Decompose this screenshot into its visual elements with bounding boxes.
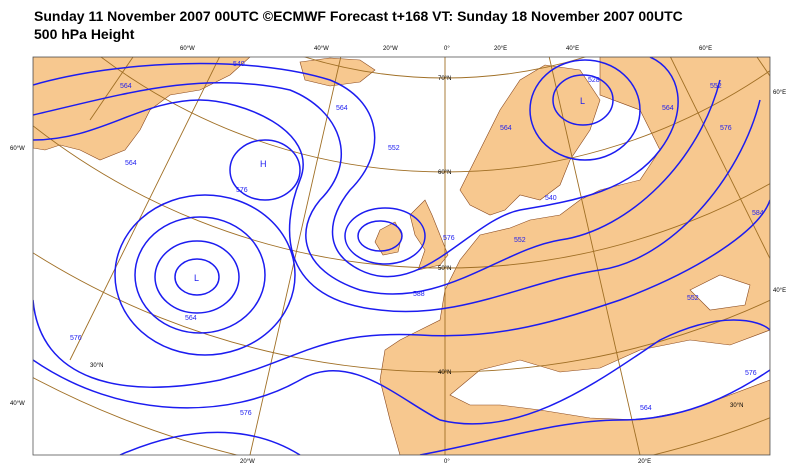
graticule-label: 40°E [566,46,579,52]
contour-label: 576 [240,410,252,417]
graticule-label: 20°W [240,459,255,465]
frame [32,56,771,456]
contour-label: 576 [236,187,248,194]
graticule-label: 60°E [773,90,786,96]
contour-label: 576 [745,370,757,377]
contour-label: 540 [233,61,245,68]
pressure-centers: H L L [194,96,585,283]
contours [33,57,770,455]
graticule-label: 20°E [494,46,507,52]
graticule-label: 0° [444,46,450,52]
subtitle: 500 hPa Height [34,26,135,42]
contour-label: 564 [125,160,137,167]
contour-label: 540 [545,195,557,202]
black-sea [689,274,751,311]
contour-label: 564 [640,405,652,412]
britain [409,199,449,271]
graticule-label: 70°N [438,76,451,82]
contour-label: 576 [443,235,455,242]
contour-label: 564 [185,315,197,322]
pressure-center: L [580,96,585,106]
contour-label: 564 [662,105,674,112]
contour-label: 552 [514,237,526,244]
contour-label: 576 [720,125,732,132]
graticule-label: 40°N [438,370,451,376]
contour-label: 552 [710,83,722,90]
contour-label: 588 [413,291,425,298]
contour-label: 564 [336,105,348,112]
graticule-label: 60°E [699,46,712,52]
mediterranean [449,329,770,421]
graticule-label: 60°N [438,170,451,176]
graticule-label: 30°N [90,363,103,369]
pressure-center: L [194,273,199,283]
graticule-label: 40°W [10,401,25,407]
greenland [33,57,251,161]
graticule-label: 20°W [383,46,398,52]
graticule-label: 40°E [773,288,786,294]
contour-label: 528 [588,77,600,84]
graticule-labels: 60°W 40°W 20°W 0° 20°E 40°E 60°E 60°W 40°W 60°E 40… [10,46,786,465]
title: Sunday 11 November 2007 00UTC ©ECMWF For… [34,8,683,24]
graticule-label: 50°N [438,266,451,272]
graticule-label: 30°N [730,403,743,409]
scandinavia [459,64,601,216]
graticule-label: 60°W [180,46,195,52]
graticule-label: 60°W [10,146,25,152]
contour-label: 564 [120,83,132,90]
graticule-label: 0° [444,459,450,465]
contour-label: 552 [388,145,400,152]
contour-label: 576 [70,335,82,342]
graticule-label: 40°W [314,46,329,52]
contour-label: 552 [687,295,699,302]
contour-label: 584 [752,210,764,217]
contour-labels: 540 564 564 576 564 576 552 564 588 552 564 576 576 5… [70,61,764,417]
contour-label: 564 [500,125,512,132]
pressure-center: H [260,159,267,169]
graticule-label: 20°E [638,459,651,465]
